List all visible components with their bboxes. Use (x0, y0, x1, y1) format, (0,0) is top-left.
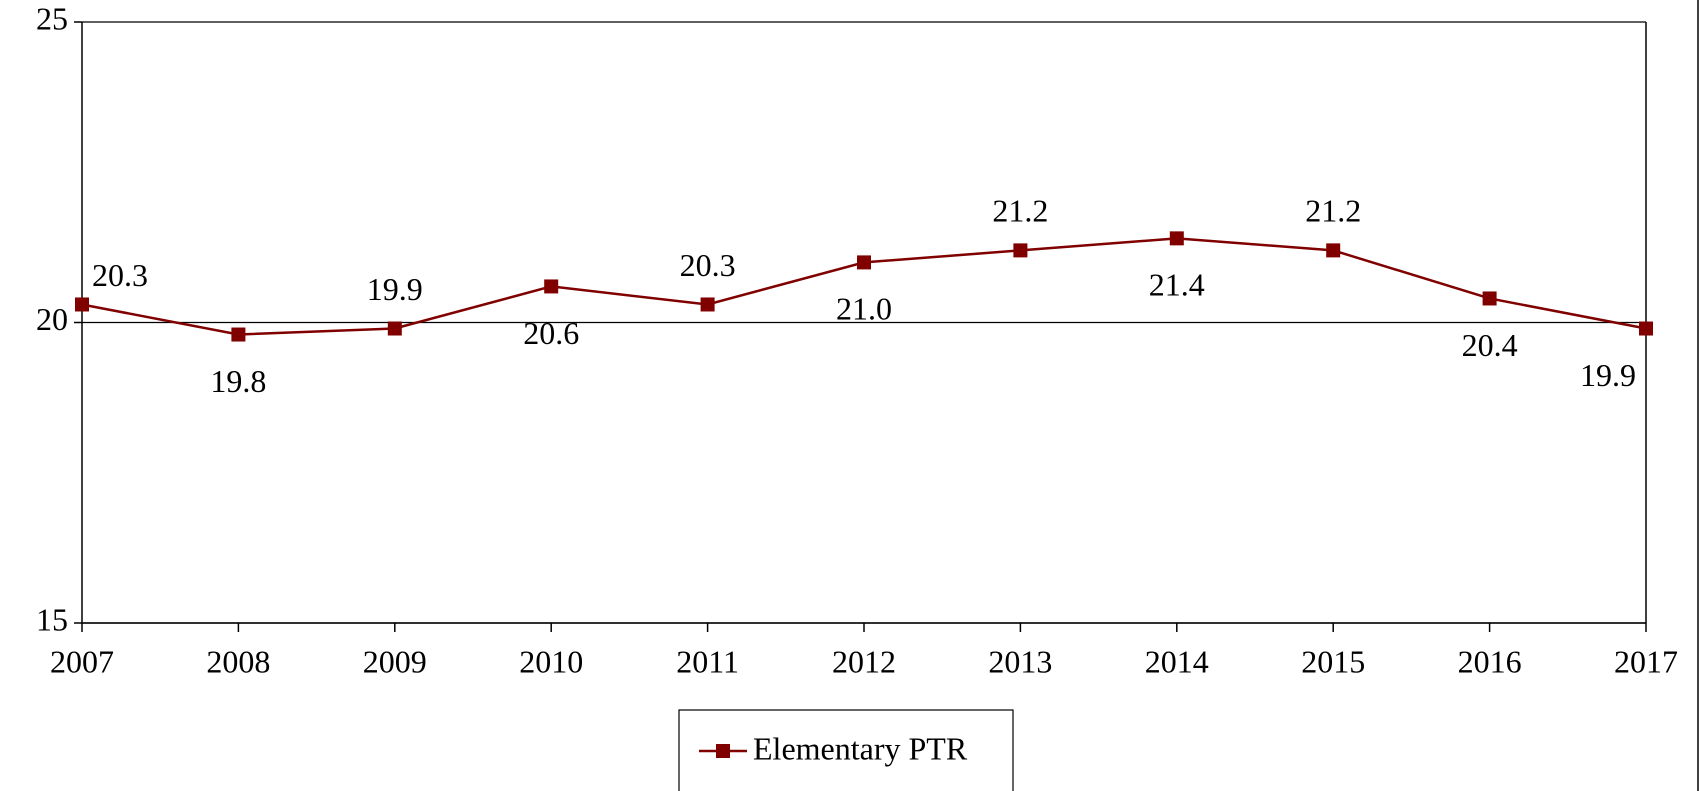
y-tick-label: 15 (36, 601, 68, 637)
x-tick-label: 2012 (832, 643, 896, 679)
marker (1326, 243, 1341, 258)
marker (544, 279, 559, 294)
y-tick-label: 25 (36, 0, 68, 36)
marker (1013, 243, 1028, 258)
marker (1169, 231, 1184, 246)
x-tick-label: 2009 (363, 643, 427, 679)
legend-label: Elementary PTR (753, 730, 968, 766)
marker (231, 327, 246, 342)
x-tick-label: 2010 (519, 643, 583, 679)
data-label: 21.4 (1149, 267, 1205, 303)
x-tick-label: 2015 (1301, 643, 1365, 679)
y-tick-label: 20 (36, 301, 68, 337)
data-label: 21.0 (836, 291, 892, 327)
marker (1482, 291, 1497, 306)
x-tick-label: 2013 (988, 643, 1052, 679)
marker (387, 321, 402, 336)
data-label: 20.6 (523, 315, 579, 351)
x-tick-label: 2014 (1145, 643, 1209, 679)
x-tick-label: 2007 (50, 643, 114, 679)
data-label: 21.2 (992, 193, 1048, 229)
data-label: 19.9 (1580, 357, 1636, 393)
data-label: 20.3 (92, 257, 148, 293)
x-tick-label: 2008 (206, 643, 270, 679)
x-tick-label: 2016 (1458, 643, 1522, 679)
marker (857, 255, 871, 270)
data-label: 20.3 (680, 247, 736, 283)
legend-marker (716, 744, 730, 758)
x-tick-label: 2017 (1614, 643, 1678, 679)
marker (75, 297, 89, 312)
data-label: 21.2 (1305, 193, 1361, 229)
data-label: 19.9 (367, 271, 423, 307)
data-label: 20.4 (1462, 327, 1518, 363)
marker (700, 297, 715, 312)
data-label: 19.8 (210, 363, 266, 399)
x-tick-label: 2011 (676, 643, 739, 679)
marker (1639, 321, 1653, 336)
